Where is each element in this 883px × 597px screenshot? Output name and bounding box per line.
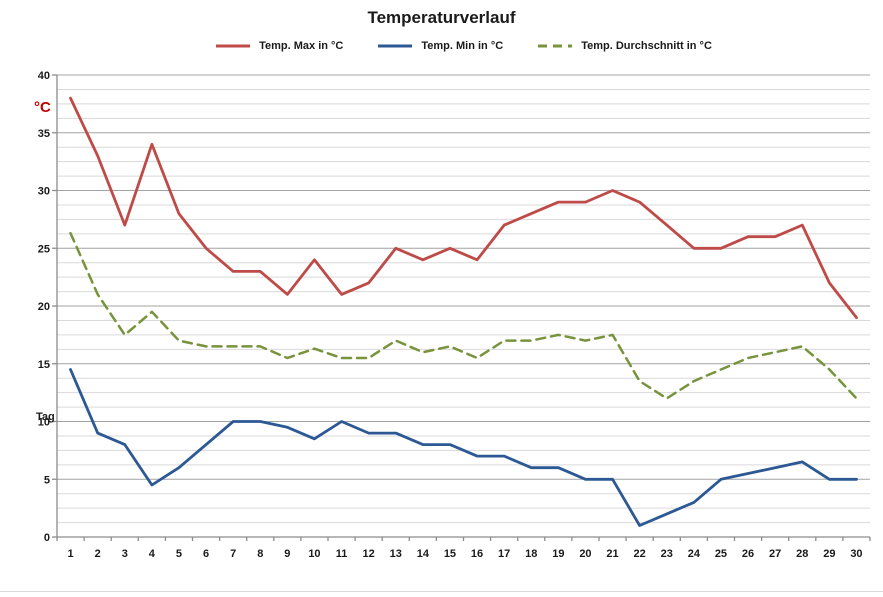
x-tick-label: 25: [715, 548, 727, 560]
x-tick-label: 12: [363, 548, 375, 560]
x-tick-label: 22: [634, 548, 646, 560]
x-tick-label: 13: [390, 548, 402, 560]
y-tick-label: 25: [38, 243, 50, 255]
x-tick-label: 24: [688, 548, 701, 560]
legend-item: Temp. Min in °C: [377, 40, 503, 52]
x-tick-label: 9: [284, 548, 290, 560]
x-tick-label: 1: [67, 548, 73, 560]
y-tick-label: 10: [38, 417, 50, 429]
legend-temp-min-marker-icon: [378, 44, 413, 48]
x-tick-label: 10: [308, 548, 320, 560]
legend-temp-max-marker-icon: [216, 44, 251, 48]
x-tick-label: 14: [417, 548, 430, 560]
x-tick-label: 29: [823, 548, 835, 560]
y-tick-label: 30: [38, 186, 50, 198]
x-tick-label: 16: [471, 548, 483, 560]
x-tick-label: 23: [661, 548, 673, 560]
x-tick-label: 4: [149, 548, 156, 560]
legend-item: Temp. Max in °C: [215, 40, 343, 52]
y-tick-label: 35: [38, 128, 50, 140]
x-tick-label: 18: [525, 548, 537, 560]
x-tick-label: 15: [444, 548, 456, 560]
y-tick-label: 5: [44, 474, 50, 486]
y-tick-label: 20: [38, 301, 50, 313]
y-axis-title: °C: [34, 99, 51, 116]
legend: Temp. Max in °C Temp. Min in °C Temp. Durc…: [57, 40, 870, 52]
x-tick-label: 6: [203, 548, 209, 560]
x-tick-label: 11: [336, 548, 348, 560]
legend-item: Temp. Durchschnitt in °C: [537, 40, 712, 52]
x-tick-label: 20: [579, 548, 591, 560]
x-tick-label: 8: [257, 548, 263, 560]
legend-label: Temp. Max in °C: [259, 40, 344, 52]
y-tick-label: 40: [38, 70, 50, 82]
x-tick-label: 3: [122, 548, 128, 560]
x-tick-label: 30: [850, 548, 862, 560]
y-tick-label: 0: [44, 532, 50, 544]
legend-label: Temp. Min in °C: [421, 40, 504, 52]
x-tick-label: 19: [552, 548, 564, 560]
temp-min-line: [69, 368, 858, 527]
x-tick-label: 17: [498, 548, 510, 560]
x-axis-title: Tag: [36, 411, 55, 423]
x-tick-label: 21: [606, 548, 618, 560]
x-tick-label: 27: [769, 548, 781, 560]
temp-avg-line: [69, 231, 858, 400]
x-tick-label: 28: [796, 548, 808, 560]
chart-title: Temperaturverlauf: [367, 8, 516, 27]
x-tick-label: 5: [176, 548, 182, 560]
legend-label: Temp. Durchschnitt in °C: [581, 40, 712, 52]
temp-max-line: [69, 96, 858, 320]
x-tick-label: 7: [230, 548, 236, 560]
x-tick-label: 26: [742, 548, 754, 560]
y-tick-label: 15: [38, 359, 50, 371]
legend-temp-avg-marker-icon: [538, 44, 573, 48]
x-tick-label: 2: [95, 548, 101, 560]
